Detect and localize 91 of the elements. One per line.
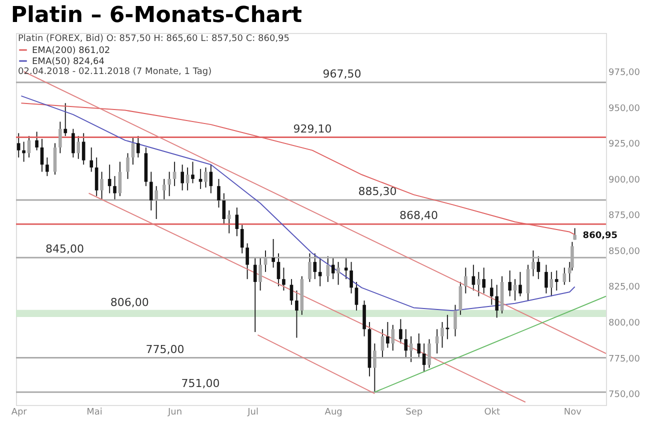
x-tick-label: Jul — [246, 408, 258, 418]
y-tick-label: 975,00 — [608, 68, 640, 78]
ref-line-label: 845,00 — [46, 242, 84, 256]
candlestick — [276, 252, 280, 287]
candlestick — [198, 168, 202, 190]
y-tick-label: 850,00 — [608, 246, 640, 257]
candlestick — [90, 146, 94, 172]
candlestick — [222, 192, 226, 226]
candlestick — [168, 171, 172, 197]
x-tick-label: Apr — [11, 408, 28, 418]
annotation: 860,95 — [582, 230, 618, 241]
candlestick — [58, 121, 62, 154]
candlestick — [46, 156, 49, 177]
ref-line-label: 885,30 — [358, 184, 397, 198]
candlestick — [150, 171, 153, 211]
candlestick — [191, 161, 194, 184]
candlestick — [422, 342, 426, 373]
candlestick — [344, 257, 348, 280]
candlestick — [295, 290, 298, 338]
x-tick-label: Okt — [484, 408, 501, 418]
candlestick — [22, 141, 26, 162]
candlestick — [204, 166, 208, 188]
candlestick — [518, 271, 522, 297]
candlestick — [253, 257, 257, 333]
candlestick — [464, 267, 468, 294]
candlestick — [386, 322, 390, 348]
candlestick — [180, 164, 184, 191]
y-tick-label: 875,00 — [608, 211, 640, 222]
candlestick — [554, 270, 558, 292]
candlestick — [126, 152, 130, 180]
x-tick-label: Nov — [564, 408, 582, 418]
candlestick — [399, 318, 402, 344]
candlestick — [82, 132, 86, 166]
candlestick — [16, 132, 20, 158]
candlestick — [94, 156, 98, 197]
candlestick — [64, 102, 68, 137]
x-tick-label: Aug — [324, 408, 342, 418]
candlestick — [240, 224, 244, 254]
ref-line-label: 967,50 — [322, 67, 362, 80]
candlestick — [282, 267, 286, 292]
x-tick-label: Sep — [406, 408, 423, 418]
annotation: Platin (FOREX, Bid) O: 857,50 H: 865,60 L: 857,50 C: 860,95 — [18, 34, 290, 44]
band-label: 806,00 — [110, 296, 149, 309]
candlestick — [544, 264, 548, 294]
candlestick — [482, 267, 486, 294]
ref-line-label: 751,00 — [181, 377, 220, 390]
candlestick — [40, 138, 44, 172]
candlestick — [217, 178, 220, 208]
ref-line-label: 929,10 — [293, 122, 332, 136]
candlestick — [350, 261, 353, 294]
annotation: 02.04.2018 - 02.11.2018 (7 Monate, 1 Tag) — [18, 67, 212, 77]
candlestick — [536, 256, 540, 280]
y-tick-label: 825,00 — [608, 282, 640, 293]
y-tick-label: 950,00 — [608, 104, 640, 114]
candlestick — [35, 131, 38, 151]
candlestick — [508, 270, 512, 297]
x-tick-label: Jun — [167, 408, 182, 418]
candlestick — [391, 324, 395, 352]
candlestick — [272, 238, 275, 268]
candlestick — [417, 332, 421, 358]
candlestick — [113, 176, 116, 201]
legend-label: EMA(200) 861,02 — [32, 46, 110, 56]
candlestick — [495, 284, 498, 318]
ref-line-label: 868,40 — [400, 209, 438, 222]
candlestick — [490, 278, 494, 306]
y-tick-label: 800,00 — [608, 318, 640, 329]
candlestick — [227, 210, 231, 234]
candlestick — [235, 207, 239, 237]
candlestick — [336, 261, 340, 286]
y-tick-label: 925,00 — [608, 140, 640, 150]
candlestick — [440, 322, 444, 348]
candlestick — [131, 136, 135, 166]
candlestick — [476, 271, 480, 297]
candlestick — [136, 136, 140, 158]
candlestick — [246, 242, 249, 280]
candlestick — [472, 264, 476, 292]
chart-title: Platin – 6-Monats-Chart — [10, 3, 303, 28]
candlestick — [72, 128, 75, 158]
candlestick — [76, 136, 80, 160]
y-tick-label: 750,00 — [608, 390, 640, 400]
y-tick-label: 900,00 — [608, 175, 640, 186]
x-tick-label: Mai — [86, 408, 102, 418]
candlestick — [446, 314, 450, 340]
ref-line-label: 775,00 — [146, 342, 184, 356]
candlestick — [454, 304, 457, 337]
candlestick — [404, 328, 408, 358]
candlestick — [354, 281, 358, 312]
y-tick-label: 775,00 — [608, 354, 640, 364]
candlestick — [313, 252, 317, 280]
legend-label: EMA(50) 824,64 — [32, 57, 105, 67]
candlestick — [318, 257, 322, 287]
